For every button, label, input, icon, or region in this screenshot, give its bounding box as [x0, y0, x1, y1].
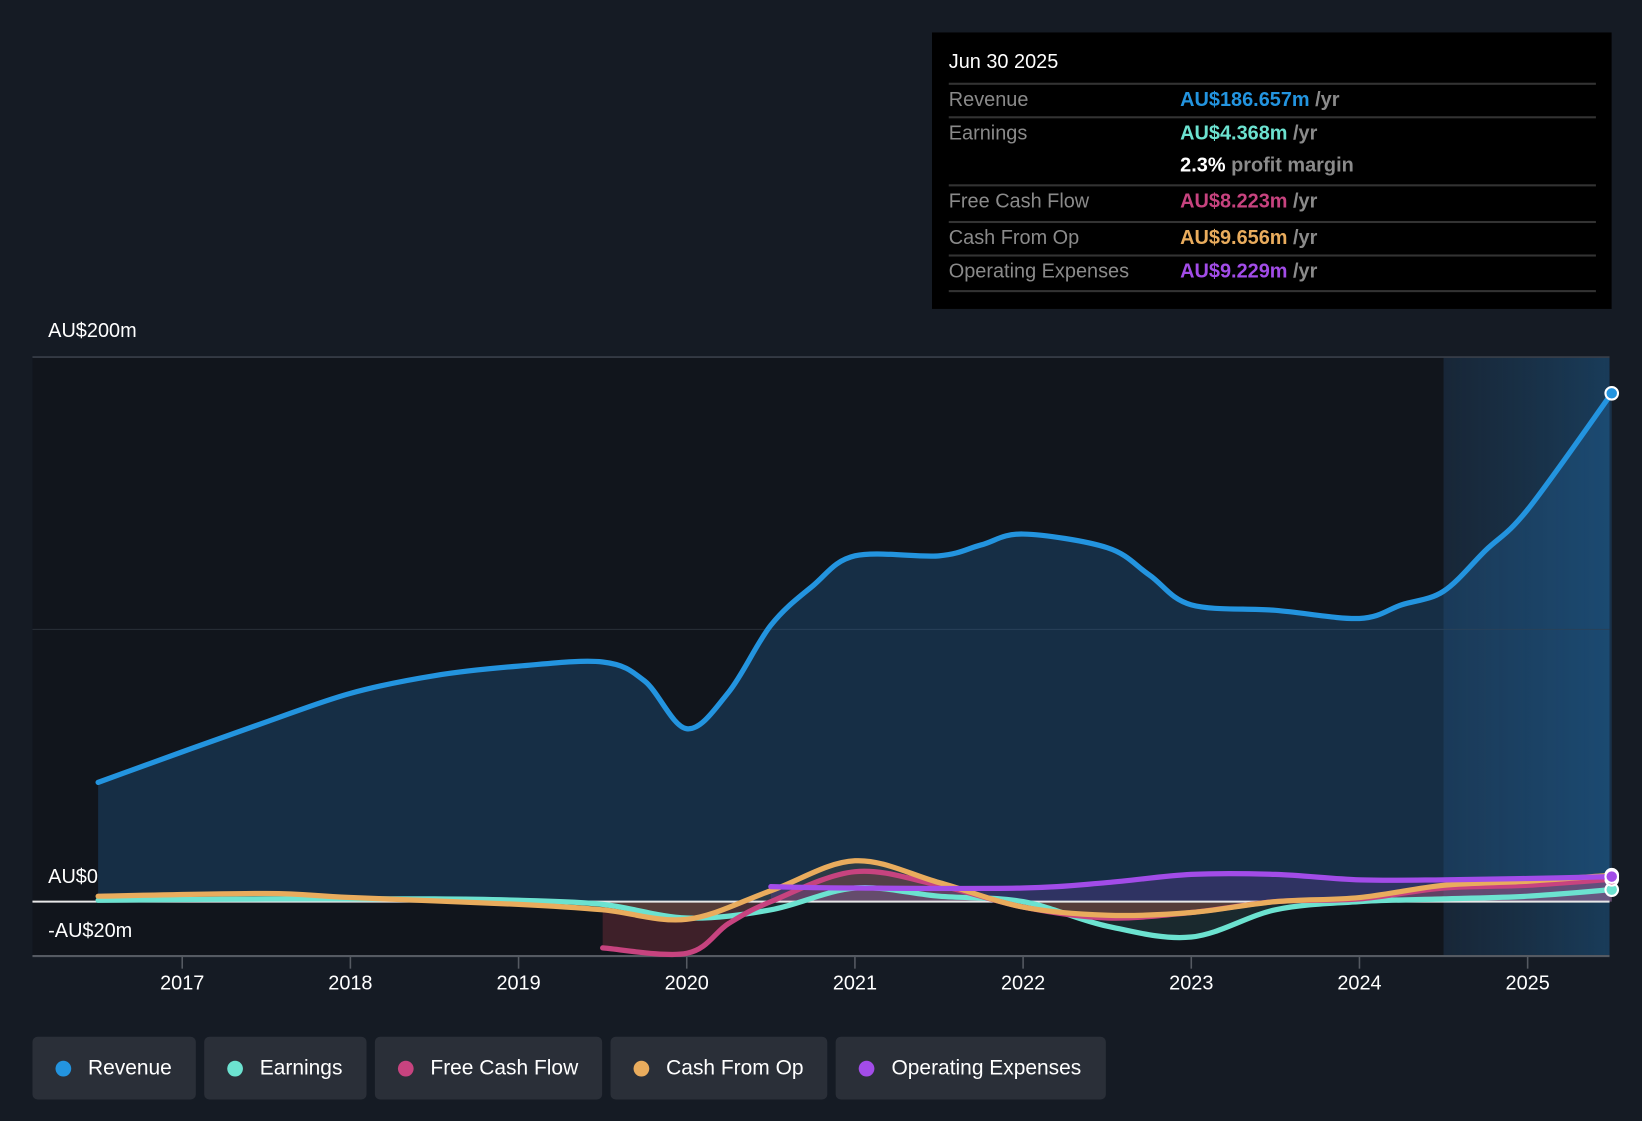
legend-dot-icon: [859, 1060, 875, 1076]
tooltip-row: Free Cash Flow AU$8.223m /yr: [948, 184, 1596, 221]
x-tick-label: 2022: [1001, 973, 1045, 995]
line-operating-expenses: [768, 870, 1615, 892]
tooltip-unit: /yr: [1287, 122, 1318, 145]
chart-canvas: 2017 2018 2019 2020 2021 2022 2023 2024 2025: [32, 356, 1620, 995]
x-tick-label: 2019: [496, 973, 540, 995]
tooltip-value: AU$4.368m /yr: [1180, 123, 1317, 146]
tooltip-value-text: AU$186.657m: [1180, 89, 1310, 112]
tooltip-value: AU$8.223m /yr: [1180, 191, 1317, 214]
legend-dot-icon: [633, 1060, 650, 1076]
tooltip-value-text: AU$8.223m: [1180, 190, 1288, 213]
x-tick-label: 2017: [160, 973, 204, 995]
tooltip-unit: /yr: [1287, 227, 1318, 250]
tooltip-label: Free Cash Flow: [948, 190, 1090, 213]
endpoint-operating-expenses: [1604, 869, 1620, 884]
tooltip-value-text: AU$9.656m: [1180, 227, 1288, 250]
x-tick-label: 2023: [1169, 973, 1213, 995]
tooltip-value-text: AU$4.368m: [1180, 122, 1288, 145]
legend-label: Cash From Op: [666, 1056, 804, 1080]
tooltip-value: AU$9.229m /yr: [1180, 261, 1317, 284]
legend-dot-icon: [55, 1060, 72, 1076]
tooltip-value: AU$186.657m /yr: [1180, 89, 1339, 112]
legend-dot-icon: [397, 1060, 414, 1076]
legend: Revenue Earnings Free Cash Flow Cash From O…: [32, 1036, 1106, 1100]
legend-dot-icon: [227, 1060, 244, 1076]
legend-label: Free Cash Flow: [430, 1056, 579, 1080]
tooltip-label: Earnings: [948, 122, 1028, 145]
y-label-top: AU$200m: [48, 320, 137, 343]
x-tick-label: 2020: [665, 973, 709, 995]
tooltip-value: AU$9.656m /yr: [1180, 227, 1317, 250]
legend-item-cash-from-op[interactable]: Cash From Op: [610, 1036, 828, 1100]
tooltip-value-text: 2.3%: [1180, 154, 1226, 177]
tooltip-label: Cash From Op: [948, 227, 1080, 250]
legend-item-operating-expenses[interactable]: Operating Expenses: [835, 1036, 1106, 1100]
tooltip-row: Cash From Op AU$9.656m /yr: [948, 220, 1596, 258]
tooltip-unit: /yr: [1287, 260, 1318, 283]
tooltip-label: Operating Expenses: [948, 260, 1130, 283]
area-revenue: [98, 393, 1612, 902]
tooltip-value: 2.3% profit margin: [1180, 155, 1354, 178]
line-revenue: [95, 390, 1615, 785]
y-label-zero: AU$0: [48, 866, 98, 889]
tooltip-unit: /yr: [1287, 190, 1318, 213]
x-tick-label: 2018: [328, 973, 372, 995]
y-label-bottom: -AU$20m: [48, 920, 133, 943]
legend-item-free-cash-flow[interactable]: Free Cash Flow: [374, 1036, 603, 1100]
tooltip-row: 2.3% profit margin: [949, 151, 1596, 186]
tooltip-unit: /yr: [1309, 89, 1340, 112]
legend-item-earnings[interactable]: Earnings: [204, 1036, 367, 1100]
legend-label: Earnings: [259, 1056, 343, 1080]
line-cash-from-op: [95, 858, 1615, 923]
tooltip-unit: profit margin: [1225, 154, 1354, 177]
forecast-region: [1443, 357, 1610, 957]
tooltip: Jun 30 2025 Revenue AU$186.657m /yr Earnin…: [931, 32, 1612, 309]
tooltip-date: Jun 30 2025: [948, 51, 1059, 74]
tooltip-row: Operating Expenses AU$9.229m /yr: [948, 254, 1596, 291]
tooltip-value-text: AU$9.229m: [1180, 260, 1288, 283]
x-tick-label: 2025: [1506, 973, 1550, 995]
past-background: [32, 357, 1444, 957]
x-tick-label: 2024: [1337, 973, 1381, 995]
divider: [948, 290, 1596, 293]
endpoint-revenue: [1604, 385, 1620, 401]
legend-label: Operating Expenses: [891, 1056, 1082, 1080]
x-tick-label: 2021: [833, 973, 877, 995]
tooltip-label: Revenue: [948, 89, 1029, 112]
legend-label: Revenue: [87, 1056, 172, 1080]
tooltip-row: Earnings AU$4.368m /yr: [948, 116, 1596, 153]
tooltip-row: Revenue AU$186.657m /yr: [948, 82, 1596, 120]
legend-item-revenue[interactable]: Revenue: [32, 1036, 196, 1100]
line-earnings: [95, 885, 1615, 941]
